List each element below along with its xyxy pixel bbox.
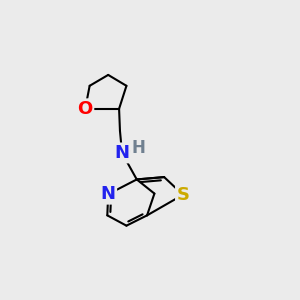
Text: S: S: [176, 186, 190, 204]
Text: O: O: [78, 100, 93, 118]
Text: N: N: [101, 185, 116, 203]
Text: H: H: [132, 139, 146, 157]
Text: N: N: [115, 144, 130, 162]
